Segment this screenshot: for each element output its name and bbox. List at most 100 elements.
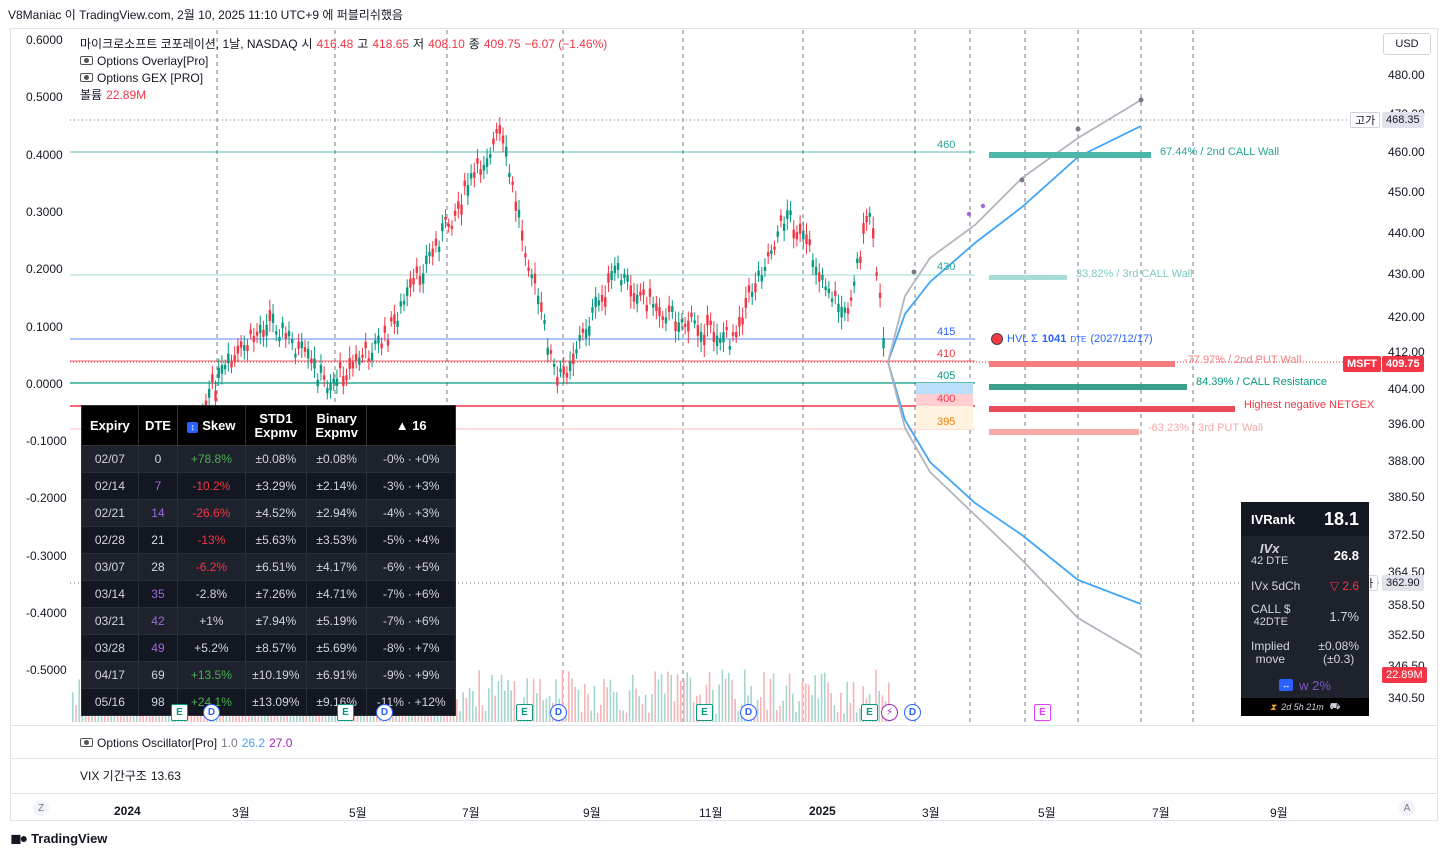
earnings-marker[interactable]: E — [337, 704, 354, 721]
osc-v3: 27.0 — [269, 735, 293, 750]
volume-bar — [878, 690, 880, 722]
call-wall-2-label: 67.44% / 2nd CALL Wall — [1160, 146, 1280, 158]
volume-bar — [651, 693, 653, 722]
vix-panel[interactable] — [10, 760, 1438, 794]
vix-legend[interactable]: VIX 기간구조 13.63 — [80, 767, 181, 784]
osc-legend[interactable]: Options Oscillator[Pro] 1.0 26.2 27.0 — [80, 734, 292, 751]
dividend-marker[interactable]: D — [904, 704, 921, 721]
header-skew[interactable]: ↕ Skew — [177, 405, 246, 446]
dividend-marker[interactable]: D — [376, 704, 393, 721]
right-tick[interactable]: 460.00 — [1388, 145, 1425, 159]
candle-body — [220, 365, 224, 374]
msft-tag-label: MSFT — [1343, 356, 1381, 372]
eye-icon[interactable] — [80, 73, 93, 82]
symbol-line: 마이크로소프트 코포레이션, 1날, NASDAQ — [80, 37, 298, 51]
candle-body — [284, 332, 288, 340]
volume-bar — [459, 711, 461, 722]
right-tick[interactable]: 340.50 — [1388, 691, 1425, 705]
right-tick[interactable]: 352.50 — [1388, 628, 1425, 642]
volume-bar — [536, 693, 538, 722]
volume-bar — [766, 709, 768, 722]
right-tick[interactable]: 450.00 — [1388, 185, 1425, 199]
put-wall-2-bar — [989, 361, 1175, 367]
tradingview-logo[interactable]: ◼● TradingView — [10, 830, 107, 847]
cell-dte: 69 — [137, 661, 179, 689]
candle-body — [290, 338, 294, 344]
vertical-gridlines — [216, 30, 1194, 724]
auto-scale-button[interactable]: A — [1399, 800, 1415, 816]
open-label: 시 — [301, 37, 313, 51]
right-tick[interactable]: 420.00 — [1388, 310, 1425, 324]
main-chart-panel[interactable] — [10, 28, 1438, 726]
volume-bar — [795, 711, 797, 722]
right-tick[interactable]: 396.00 — [1388, 417, 1425, 431]
right-tick[interactable]: 358.50 — [1388, 598, 1425, 612]
earnings-marker[interactable]: E — [696, 704, 713, 721]
candle-body — [409, 278, 412, 288]
eye-icon[interactable] — [80, 56, 93, 65]
cell-std1: ±10.19% — [244, 661, 307, 689]
candle-body — [498, 125, 502, 134]
right-tick[interactable]: 430.00 — [1388, 267, 1425, 281]
volume-bar — [491, 674, 493, 722]
cell-range: -0% · +0% — [366, 445, 456, 473]
volume-bar — [132, 713, 135, 722]
volume-bar — [78, 679, 80, 722]
oscillator-panel[interactable] — [10, 727, 1438, 759]
volume-bar — [843, 713, 845, 722]
currency-button[interactable]: USD — [1383, 33, 1431, 55]
right-tick[interactable]: 388.00 — [1388, 454, 1425, 468]
eye-icon[interactable] — [80, 738, 93, 747]
indicator-options-gex[interactable]: Options GEX [PRO] — [80, 69, 607, 86]
chart-legend: 마이크로소프트 코포레이션, 1날, NASDAQ 시 416.48 고 418.6… — [80, 35, 607, 103]
sort-icon[interactable]: ↕ — [187, 421, 199, 433]
candle-body — [565, 372, 569, 378]
volume-bar — [94, 711, 96, 722]
strike-label-415: 415 — [937, 326, 956, 338]
volume-bar — [692, 702, 695, 722]
put-wall-2-label: -77.97% / 2nd PUT Wall — [1184, 354, 1302, 366]
candle-body — [501, 135, 505, 144]
volume-bar — [587, 693, 589, 722]
volume-bar — [676, 674, 679, 722]
candle-body — [425, 255, 428, 265]
volume-value: 22.89M — [106, 87, 147, 102]
right-tick[interactable]: 480.00 — [1388, 68, 1425, 82]
table-row: 04/17 69 +13.5% ±10.19% ±6.91% -9% · +9% — [81, 661, 456, 689]
candle-body — [230, 362, 233, 368]
right-tick[interactable]: 372.50 — [1388, 528, 1425, 542]
earnings-marker[interactable]: E — [1034, 704, 1051, 721]
lightning-icon[interactable]: ⚡ — [881, 704, 898, 721]
volume-bar — [817, 698, 820, 722]
earnings-marker[interactable]: E — [171, 704, 188, 721]
dividend-marker[interactable]: D — [203, 704, 220, 721]
candle-body — [268, 310, 272, 322]
time-axis[interactable] — [10, 795, 1438, 821]
cell-dte: 0 — [137, 445, 179, 473]
candle-body — [677, 322, 680, 332]
volume-bar — [622, 710, 624, 722]
right-tick[interactable]: 412.00 — [1388, 345, 1425, 359]
cell-skew: -13% — [177, 526, 246, 554]
volume-bar — [612, 692, 615, 722]
earnings-marker[interactable]: E — [861, 704, 878, 721]
width-arrows-icon: ↔ — [1279, 679, 1294, 691]
candle-body — [824, 286, 827, 291]
volume-legend[interactable]: 볼륨 22.89M — [80, 86, 607, 103]
right-tick[interactable]: 404.00 — [1388, 382, 1425, 396]
dividend-marker[interactable]: D — [740, 704, 757, 721]
strike-label-405: 405 — [937, 370, 956, 382]
right-tick[interactable]: 440.00 — [1388, 226, 1425, 240]
earnings-marker[interactable]: E — [516, 704, 533, 721]
candle-body — [821, 274, 824, 280]
strike-label-430: 430 — [937, 261, 956, 273]
volume-bar — [808, 684, 810, 722]
dividend-marker[interactable]: D — [550, 704, 567, 721]
indicator-options-overlay[interactable]: Options Overlay[Pro] — [80, 52, 607, 69]
zoom-left-button[interactable]: Z — [33, 800, 49, 816]
cell-expiry: 02/07 — [81, 445, 139, 473]
candle-body — [852, 281, 856, 286]
right-tick[interactable]: 380.50 — [1388, 490, 1425, 504]
header-binary: Binary Expmv — [305, 405, 368, 446]
